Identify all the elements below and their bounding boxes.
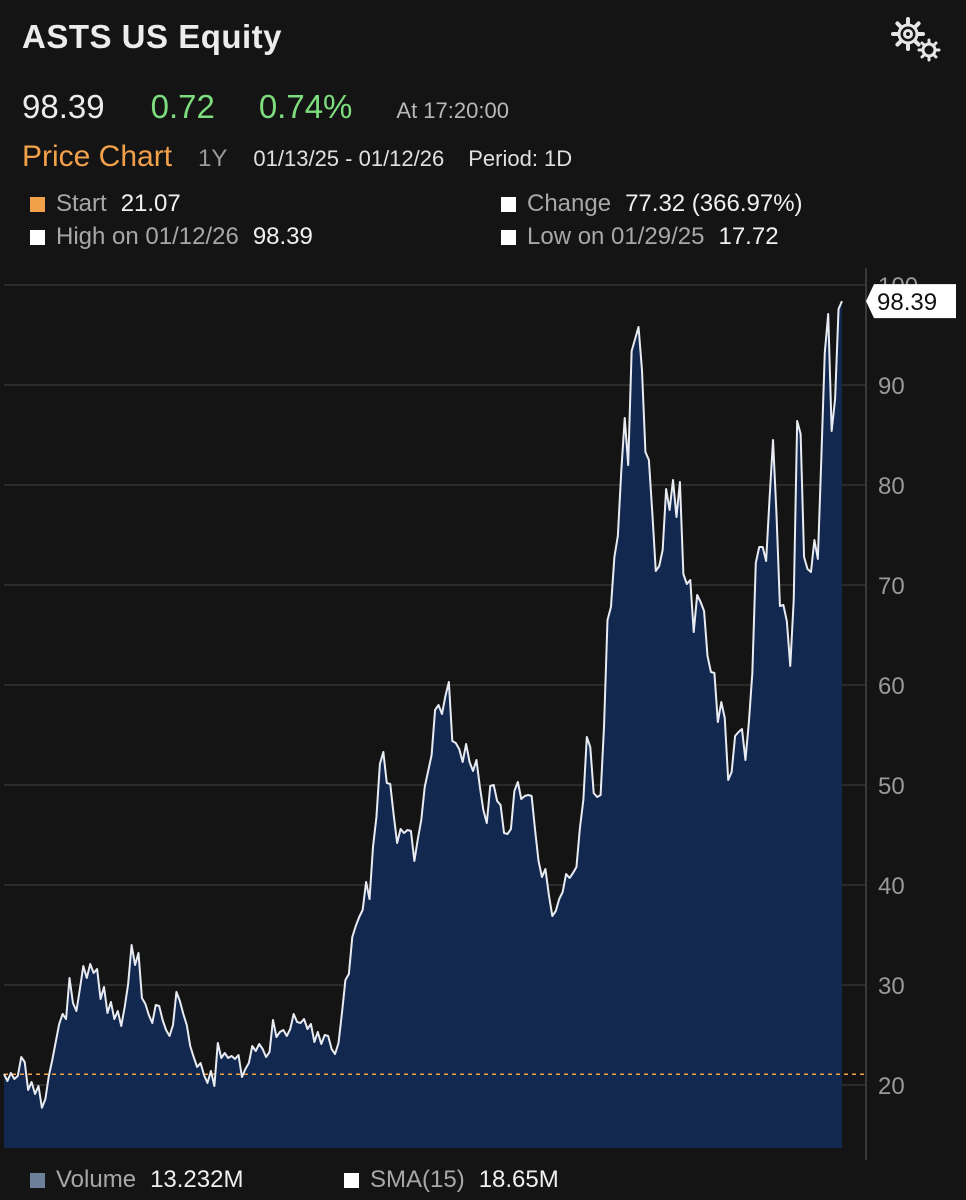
change-value: 77.32 (366.97%) xyxy=(625,190,803,217)
price-change: 0.72 xyxy=(150,88,215,125)
quote-time: At 17:20:00 xyxy=(396,98,509,123)
range-selector[interactable]: 1Y xyxy=(198,145,228,172)
y-tick-label-70: 70 xyxy=(878,573,905,600)
sma-label: SMA(15) xyxy=(370,1166,465,1193)
last-price-tag xyxy=(866,284,956,319)
stat-low: Low on 01/29/25 17.72 xyxy=(501,223,779,251)
period-label[interactable]: Period: 1D xyxy=(468,146,573,171)
sma-value: 18.65M xyxy=(478,1166,559,1193)
sma-swatch xyxy=(344,1173,359,1188)
price-change-percent: 0.74% xyxy=(258,88,353,125)
price-line xyxy=(3,300,843,1109)
y-tick-label-50: 50 xyxy=(878,773,905,800)
chart-header: Price Chart 1Y 01/13/25 - 01/12/26 Perio… xyxy=(22,140,572,174)
chart-type-label[interactable]: Price Chart xyxy=(22,140,173,173)
date-range: 01/13/25 - 01/12/26 xyxy=(253,146,445,171)
price-area-fill xyxy=(4,301,842,1149)
legend-volume: Volume 13.232M xyxy=(30,1166,243,1194)
change-label: Change xyxy=(527,190,612,217)
y-tick-label-90: 90 xyxy=(878,373,905,400)
change-swatch xyxy=(501,197,516,212)
y-tick-label-30: 30 xyxy=(878,973,905,1000)
stat-start: Start 21.07 xyxy=(30,190,181,218)
volume-value: 13.232M xyxy=(150,1166,244,1193)
ticker-title: ASTS US Equity xyxy=(22,18,283,55)
start-value: 21.07 xyxy=(120,190,181,217)
low-value: 17.72 xyxy=(718,223,779,250)
volume-swatch xyxy=(30,1173,45,1188)
low-swatch xyxy=(501,230,516,245)
stat-change: Change 77.32 (366.97%) xyxy=(501,190,803,218)
legend-sma: SMA(15) 18.65M xyxy=(344,1166,559,1194)
start-label: Start xyxy=(56,190,107,217)
gears-icon[interactable] xyxy=(888,14,944,64)
stat-high: High on 01/12/26 98.39 xyxy=(30,223,313,251)
y-tick-label-20: 20 xyxy=(878,1073,905,1100)
y-tick-label-60: 60 xyxy=(878,673,905,700)
last-price: 98.39 xyxy=(22,88,105,125)
low-label: Low on 01/29/25 xyxy=(527,223,705,250)
y-tick-label-40: 40 xyxy=(878,873,905,900)
high-label: High on 01/12/26 xyxy=(56,223,239,250)
quote-row: 98.39 0.72 0.74% At 17:20:00 xyxy=(22,88,509,132)
volume-label: Volume xyxy=(56,1166,137,1193)
last-price-tag-label: 98.39 xyxy=(877,289,937,316)
high-swatch xyxy=(30,230,45,245)
start-swatch xyxy=(30,197,45,212)
y-tick-label-80: 80 xyxy=(878,473,905,500)
high-value: 98.39 xyxy=(252,223,313,250)
